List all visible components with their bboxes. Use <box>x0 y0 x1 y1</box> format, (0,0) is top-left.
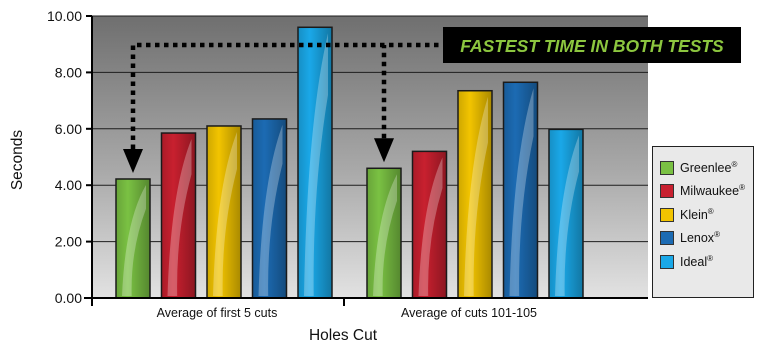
y-tick-label: 0.00 <box>55 290 82 306</box>
bar-lenox-2 <box>502 81 539 299</box>
annotation-box <box>443 27 741 63</box>
legend-item-milwaukee: Milwaukee® <box>660 180 753 204</box>
legend-swatch <box>660 254 674 269</box>
bar-lenox-1 <box>251 118 288 299</box>
registered-mark: ® <box>731 159 738 169</box>
bar-highlight <box>509 88 534 297</box>
legend-label: Lenox® <box>680 230 720 246</box>
bar-highlight <box>258 124 283 297</box>
legend-series-name: Greenlee <box>680 160 732 175</box>
y-axis-title: Seconds <box>9 130 26 191</box>
bar-highlight <box>464 96 488 296</box>
annotation-text: FASTEST TIME IN BOTH TESTS <box>460 36 724 56</box>
x-category-label: Average of cuts 101-105 <box>401 306 537 320</box>
bar-klein-2 <box>457 89 493 299</box>
x-axis-title: Holes Cut <box>309 327 378 344</box>
y-tick-label: 10.00 <box>47 8 82 24</box>
legend-label: Greenlee® <box>680 159 738 175</box>
annotation-dotted-line <box>130 42 440 149</box>
legend-item-lenox: Lenox® <box>660 227 753 251</box>
bar-highlight <box>122 184 146 296</box>
legend-series-name: Milwaukee <box>680 184 740 199</box>
registered-mark: ® <box>707 253 714 263</box>
bar-highlight <box>213 131 237 296</box>
legend-label: Milwaukee® <box>680 183 745 199</box>
x-category-label: Average of first 5 cuts <box>157 306 278 320</box>
y-tick-label: 6.00 <box>55 121 82 137</box>
legend-swatch <box>660 231 674 246</box>
legend-label: Klein® <box>680 206 714 222</box>
bar-highlight <box>167 139 192 296</box>
y-tick-label: 4.00 <box>55 177 82 193</box>
y-tick-label: 2.00 <box>55 234 82 250</box>
bar-highlight <box>304 33 328 296</box>
bar-highlight <box>373 174 397 296</box>
bar-highlight <box>555 135 579 296</box>
legend-item-klein: Klein® <box>660 203 753 227</box>
legend-item-ideal: Ideal® <box>660 250 753 274</box>
y-tick-label: 8.00 <box>55 64 82 80</box>
arrowhead-icon <box>374 138 394 163</box>
bar-highlight <box>418 157 443 296</box>
legend-swatch <box>660 184 674 199</box>
bar-milwaukee-2 <box>411 150 448 299</box>
legend-label: Ideal® <box>680 253 714 269</box>
bar-greenlee-1 <box>115 178 151 299</box>
legend-swatch <box>660 207 674 222</box>
arrowhead-icon <box>123 148 143 173</box>
legend-series-name: Lenox <box>680 231 715 246</box>
legend-series-name: Klein <box>680 207 708 222</box>
registered-mark: ® <box>739 183 745 193</box>
registered-mark: ® <box>707 206 714 216</box>
chart-legend: Greenlee® Milwaukee® Klein® Lenox® Ideal® <box>652 146 754 298</box>
legend-series-name: Ideal <box>680 254 708 269</box>
registered-mark: ® <box>714 230 720 240</box>
legend-swatch <box>660 160 674 175</box>
legend-item-greenlee: Greenlee® <box>660 156 753 180</box>
